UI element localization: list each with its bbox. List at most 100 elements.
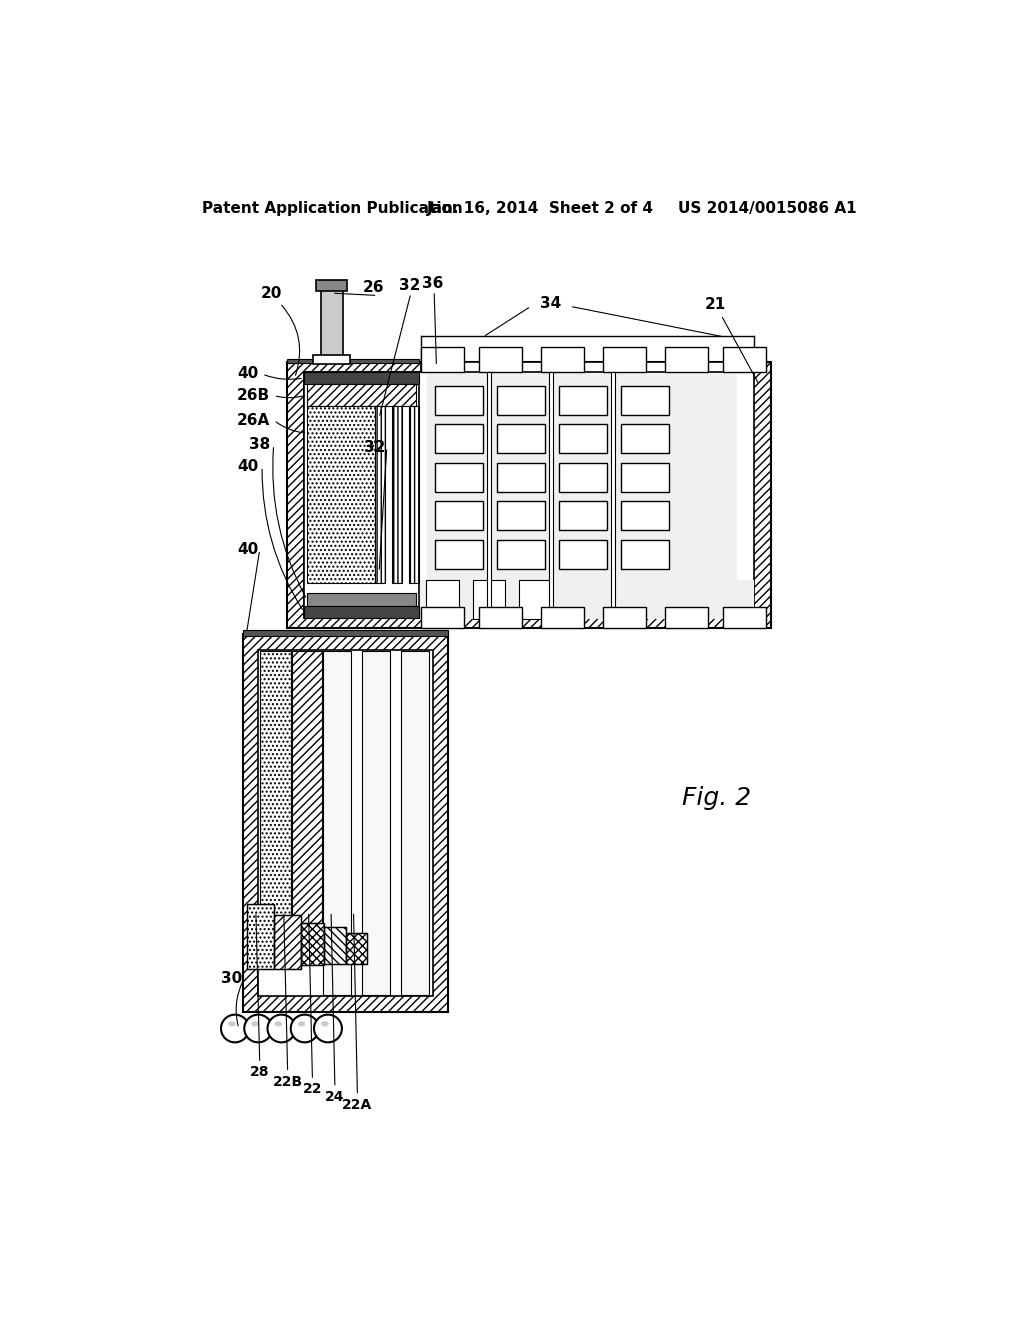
Ellipse shape bbox=[228, 1022, 234, 1026]
Bar bbox=[243, 635, 449, 1011]
Ellipse shape bbox=[252, 1022, 258, 1026]
Text: 24: 24 bbox=[326, 1090, 345, 1104]
Bar bbox=[247, 904, 273, 969]
Ellipse shape bbox=[322, 1022, 328, 1026]
Text: 22: 22 bbox=[303, 1082, 323, 1097]
Ellipse shape bbox=[299, 1022, 305, 1026]
Bar bbox=[665, 347, 708, 372]
Bar bbox=[375, 405, 385, 582]
Bar bbox=[435, 502, 483, 531]
Bar bbox=[497, 385, 545, 414]
Bar bbox=[426, 579, 459, 619]
Bar bbox=[410, 405, 419, 582]
Bar bbox=[559, 385, 607, 414]
Bar bbox=[247, 904, 273, 969]
Bar bbox=[621, 424, 669, 453]
Text: 28: 28 bbox=[250, 1065, 269, 1080]
Bar bbox=[497, 462, 545, 492]
Bar bbox=[723, 347, 766, 372]
Text: 40: 40 bbox=[237, 367, 258, 381]
Bar bbox=[316, 280, 347, 290]
Bar bbox=[392, 405, 401, 582]
Bar bbox=[301, 923, 324, 965]
Text: 36: 36 bbox=[422, 276, 443, 290]
Ellipse shape bbox=[275, 1022, 282, 1026]
Bar bbox=[304, 579, 755, 619]
Bar bbox=[497, 502, 545, 531]
Bar bbox=[304, 372, 419, 618]
Bar bbox=[541, 607, 584, 628]
Text: 40: 40 bbox=[237, 459, 258, 474]
Circle shape bbox=[291, 1015, 318, 1043]
Bar bbox=[559, 502, 607, 531]
Bar bbox=[621, 502, 669, 531]
Bar bbox=[304, 606, 419, 618]
Text: Jan. 16, 2014  Sheet 2 of 4: Jan. 16, 2014 Sheet 2 of 4 bbox=[426, 201, 653, 216]
Bar bbox=[435, 540, 483, 569]
Bar bbox=[421, 363, 755, 372]
Bar bbox=[427, 372, 737, 607]
Circle shape bbox=[221, 1015, 249, 1043]
Text: Fig. 2: Fig. 2 bbox=[682, 785, 752, 809]
Circle shape bbox=[245, 1015, 272, 1043]
Bar bbox=[541, 347, 584, 372]
Bar bbox=[421, 607, 464, 628]
Bar bbox=[321, 289, 343, 363]
Bar bbox=[559, 540, 607, 569]
Bar bbox=[313, 355, 350, 364]
Bar bbox=[435, 385, 483, 414]
Bar bbox=[324, 927, 346, 964]
Circle shape bbox=[314, 1015, 342, 1043]
Text: 26B: 26B bbox=[237, 388, 270, 403]
Text: Patent Application Publication: Patent Application Publication bbox=[202, 201, 463, 216]
Bar bbox=[486, 372, 492, 618]
Bar bbox=[549, 372, 554, 618]
Bar bbox=[473, 579, 506, 619]
Text: 26: 26 bbox=[362, 280, 384, 296]
Bar bbox=[435, 462, 483, 492]
Bar bbox=[559, 424, 607, 453]
Bar bbox=[362, 651, 390, 995]
Bar bbox=[621, 385, 669, 414]
Bar bbox=[307, 594, 416, 606]
Bar bbox=[287, 363, 771, 628]
Bar bbox=[346, 933, 368, 964]
Text: 32: 32 bbox=[398, 279, 420, 293]
Bar bbox=[400, 651, 429, 995]
Bar bbox=[603, 607, 646, 628]
Bar bbox=[273, 915, 301, 969]
Bar bbox=[723, 607, 766, 628]
Text: 21: 21 bbox=[705, 297, 759, 383]
Bar bbox=[301, 923, 324, 965]
Text: 26A: 26A bbox=[237, 413, 270, 428]
Bar bbox=[621, 540, 669, 569]
Bar bbox=[611, 372, 615, 618]
Bar bbox=[292, 651, 322, 936]
Bar bbox=[273, 915, 301, 969]
Bar bbox=[243, 630, 449, 636]
Bar bbox=[287, 359, 419, 363]
Bar bbox=[304, 372, 755, 618]
Bar bbox=[665, 607, 708, 628]
Bar bbox=[519, 579, 552, 619]
Bar bbox=[307, 384, 416, 405]
Bar bbox=[307, 405, 375, 582]
Text: 30: 30 bbox=[221, 972, 243, 986]
Bar bbox=[346, 933, 368, 964]
Bar bbox=[603, 347, 646, 372]
Bar bbox=[497, 424, 545, 453]
Bar bbox=[621, 462, 669, 492]
Bar bbox=[324, 927, 346, 964]
Bar bbox=[324, 651, 351, 995]
Text: 40: 40 bbox=[237, 543, 258, 557]
Bar bbox=[479, 607, 521, 628]
Text: 32: 32 bbox=[364, 440, 385, 454]
Bar bbox=[479, 347, 521, 372]
Bar bbox=[497, 540, 545, 569]
Bar bbox=[304, 372, 419, 384]
Bar bbox=[421, 347, 464, 372]
Bar bbox=[435, 424, 483, 453]
Text: US 2014/0015086 A1: US 2014/0015086 A1 bbox=[678, 201, 856, 216]
Circle shape bbox=[267, 1015, 295, 1043]
Text: 20: 20 bbox=[261, 285, 282, 301]
